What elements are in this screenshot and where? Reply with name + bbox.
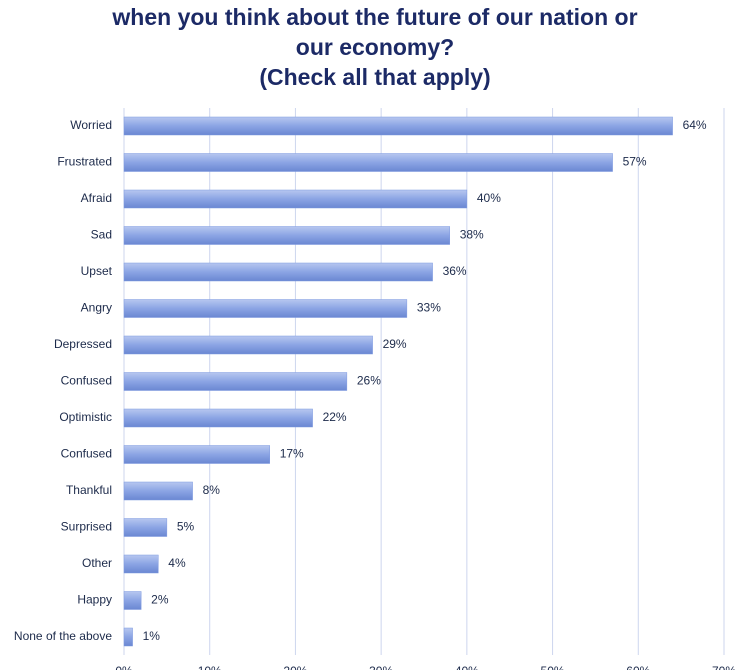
category-label: Thankful	[66, 483, 112, 497]
x-tick-label: 40%	[455, 664, 479, 670]
bar	[123, 335, 373, 355]
value-label: 29%	[383, 337, 407, 351]
value-label: 64%	[683, 118, 707, 132]
value-label: 26%	[357, 374, 381, 388]
bar	[123, 372, 348, 391]
category-label: Afraid	[81, 191, 112, 205]
value-label: 57%	[623, 155, 647, 169]
bar	[123, 299, 408, 318]
bar	[123, 408, 313, 428]
bar	[123, 189, 468, 209]
category-label: Upset	[81, 264, 113, 278]
value-label: 1%	[143, 629, 161, 643]
bar	[123, 226, 450, 245]
bar	[123, 116, 673, 136]
category-label: Happy	[77, 593, 112, 607]
chart-subtitle: (Check all that apply)	[259, 64, 491, 90]
value-label: 36%	[443, 264, 467, 278]
bar	[123, 627, 133, 647]
bar	[123, 554, 159, 574]
category-label: Optimistic	[59, 410, 112, 424]
chart-title: when you think about the future of our n…	[112, 4, 638, 60]
bar	[123, 262, 433, 282]
category-label: Confused	[61, 447, 112, 461]
x-tick-label: 60%	[626, 664, 650, 670]
category-label: Surprised	[61, 520, 112, 534]
value-label: 38%	[460, 228, 484, 242]
bar	[123, 445, 270, 464]
value-label: 40%	[477, 191, 501, 205]
x-tick-label: 70%	[712, 664, 736, 670]
value-label: 2%	[151, 593, 169, 607]
category-label: None of the above	[14, 629, 112, 643]
value-label: 5%	[177, 520, 195, 534]
category-label: Other	[82, 556, 112, 570]
value-label: 8%	[203, 483, 221, 497]
category-label: Worried	[70, 118, 112, 132]
x-tick-label: 50%	[541, 664, 565, 670]
category-label: Confused	[61, 374, 112, 388]
value-label: 4%	[168, 556, 186, 570]
header: when you think about the future of our n…	[95, 2, 655, 92]
bar	[123, 518, 168, 537]
bar	[123, 153, 613, 172]
value-label: 33%	[417, 301, 441, 315]
x-tick-label: 10%	[198, 664, 222, 670]
value-label: 22%	[323, 410, 347, 424]
bar	[123, 481, 193, 501]
x-tick-label: 20%	[283, 664, 307, 670]
category-label: Frustrated	[57, 155, 112, 169]
category-label: Depressed	[54, 337, 112, 351]
category-label: Sad	[91, 228, 112, 242]
x-tick-label: 30%	[369, 664, 393, 670]
value-label: 17%	[280, 447, 304, 461]
bar	[123, 591, 142, 610]
x-tick-label: 0%	[115, 664, 133, 670]
category-label: Angry	[81, 301, 112, 315]
